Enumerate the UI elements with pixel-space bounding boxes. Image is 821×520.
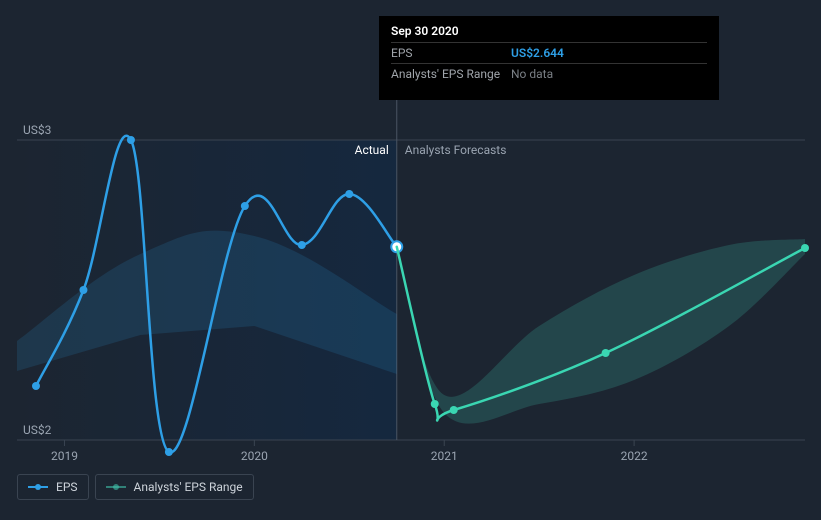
svg-text:2019: 2019 (51, 449, 78, 463)
legend-item-range[interactable]: Analysts' EPS Range (95, 474, 254, 500)
svg-text:Analysts Forecasts: Analysts Forecasts (405, 143, 507, 157)
svg-text:2021: 2021 (431, 449, 458, 463)
tooltip-row-range: Analysts' EPS Range No data (391, 63, 707, 84)
legend-swatch-eps-icon (28, 483, 48, 491)
tooltip-row-eps: EPS US$2.644 (391, 42, 707, 63)
tooltip-range-label: Analysts' EPS Range (391, 67, 511, 81)
tooltip-range-value: No data (511, 67, 553, 81)
svg-text:US$2: US$2 (23, 423, 52, 437)
tooltip-date: Sep 30 2020 (391, 24, 707, 38)
svg-text:2022: 2022 (621, 449, 648, 463)
chart-legend: EPS Analysts' EPS Range (17, 474, 254, 500)
chart-tooltip: Sep 30 2020 EPS US$2.644 Analysts' EPS R… (379, 16, 719, 100)
legend-item-eps[interactable]: EPS (17, 474, 89, 500)
tooltip-eps-label: EPS (391, 46, 511, 60)
svg-text:US$3: US$3 (23, 123, 51, 137)
eps-chart-container: US$2 US$3 2019 2020 2021 2022 Actual Analysts F… (0, 0, 821, 520)
legend-eps-label: EPS (56, 480, 78, 494)
svg-text:2020: 2020 (241, 449, 268, 463)
legend-swatch-range-icon (106, 483, 126, 491)
tooltip-eps-value: US$2.644 (511, 46, 564, 60)
legend-range-label: Analysts' EPS Range (134, 480, 243, 494)
svg-text:Actual: Actual (355, 143, 389, 157)
